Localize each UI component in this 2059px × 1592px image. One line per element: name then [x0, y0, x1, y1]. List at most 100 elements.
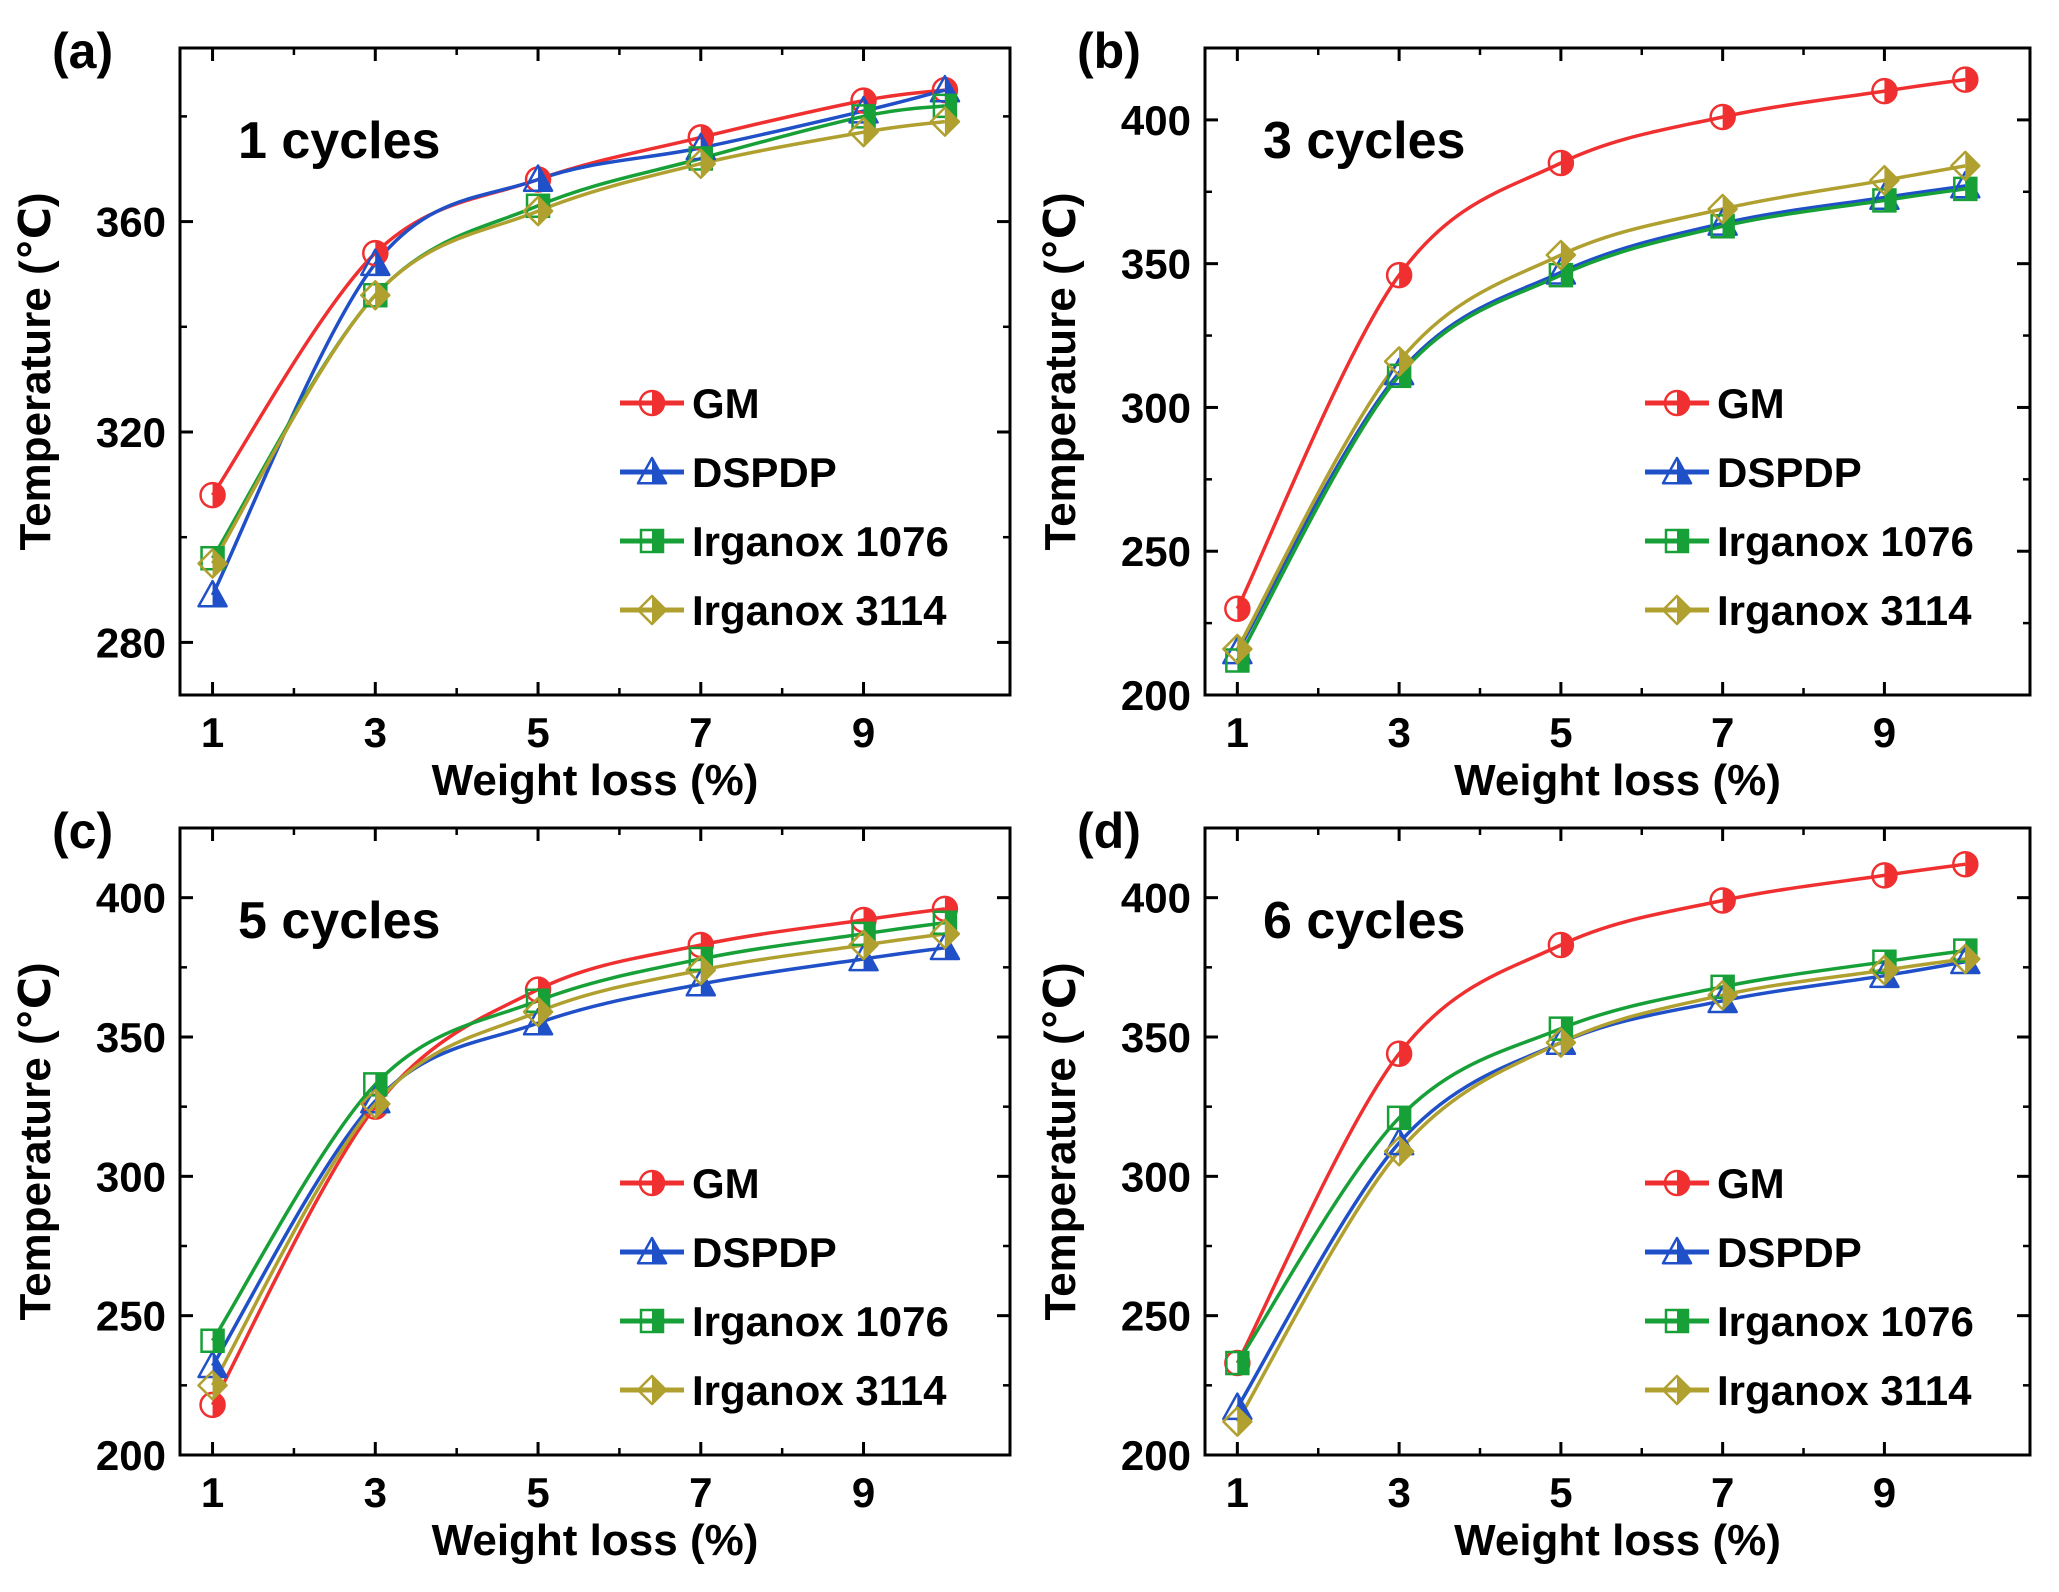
- data-point: [197, 579, 228, 608]
- axes-frame: [1203, 826, 2032, 1457]
- legend-label: DSPDP: [1717, 1229, 1862, 1276]
- data-point: [1709, 103, 1736, 131]
- legend-label: GM: [692, 1160, 760, 1207]
- x-axis-label: Weight loss (%): [1454, 1516, 1781, 1565]
- data-point: [685, 968, 717, 997]
- legend-label: Irganox 3114: [1717, 1367, 1972, 1414]
- data-point: [929, 106, 961, 137]
- y-tick-label: 320: [96, 409, 166, 456]
- data-point: [1709, 887, 1736, 914]
- legend-marker: [1664, 1308, 1690, 1334]
- legend-label: Irganox 3114: [692, 1367, 947, 1414]
- y-tick-label: 250: [1121, 1293, 1191, 1340]
- y-axis-label: Temperature (℃): [1036, 962, 1085, 1320]
- x-axis-label: Weight loss (%): [1454, 756, 1781, 805]
- x-tick-label: 7: [689, 1469, 712, 1516]
- data-point: [1224, 595, 1251, 622]
- data-point: [1222, 1406, 1253, 1437]
- legend-label: GM: [692, 380, 760, 427]
- data-point: [1871, 77, 1898, 105]
- data-point: [1385, 261, 1413, 289]
- data-point: [197, 1370, 228, 1401]
- y-tick-label: 350: [1121, 241, 1191, 288]
- data-point: [1222, 633, 1253, 665]
- y-tick-label: 300: [1121, 1153, 1191, 1200]
- data-point: [1547, 931, 1575, 959]
- x-tick-label: 7: [689, 709, 712, 756]
- chart-panel-a: (a) 1 3 5 7 9 280 320 360 Weight loss (%) Temperat…: [11, 23, 1012, 805]
- y-tick-label: 200: [96, 1432, 166, 1479]
- data-point: [1385, 1040, 1413, 1067]
- data-point: [929, 918, 961, 950]
- x-tick-label: 5: [526, 1469, 549, 1516]
- data-point: [1545, 239, 1577, 271]
- plot-title: 5 cycles: [238, 892, 440, 950]
- y-axis-label: Temperature (℃): [1036, 192, 1085, 550]
- series-line-irganox-3114: [211, 119, 946, 565]
- legend-label: DSPDP: [1717, 449, 1862, 496]
- legend-label: Irganox 3114: [1717, 587, 1972, 634]
- legend-marker: [636, 1374, 668, 1406]
- axes-frame: [178, 46, 1012, 697]
- legend-label: GM: [1717, 380, 1785, 427]
- data-point: [685, 954, 717, 986]
- x-tick-label: 7: [1711, 1469, 1734, 1516]
- data-point: [360, 248, 391, 277]
- data-point: [1383, 1136, 1415, 1167]
- data-point: [360, 279, 391, 311]
- legend-label: Irganox 1076: [1717, 518, 1974, 565]
- legend-label: Irganox 1076: [692, 1298, 949, 1345]
- legend-label: Irganox 1076: [1717, 1298, 1974, 1345]
- y-tick-label: 350: [1121, 1014, 1191, 1061]
- series-line-gm: [210, 907, 946, 1406]
- data-point: [1225, 1350, 1250, 1376]
- data-point: [522, 164, 554, 192]
- legend-label: DSPDP: [692, 449, 837, 496]
- data-point: [848, 929, 879, 961]
- x-axis-label: Weight loss (%): [432, 756, 759, 805]
- data-point: [522, 996, 554, 1028]
- y-axis-label: Temperature (℃): [11, 192, 60, 550]
- y-tick-label: 350: [96, 1014, 166, 1061]
- x-tick-label: 3: [364, 1469, 387, 1516]
- x-tick-label: 7: [1711, 709, 1734, 756]
- data-point: [360, 1088, 391, 1120]
- data-point: [199, 481, 226, 509]
- legend-marker: [1661, 1374, 1693, 1406]
- series-line-irganox-3114: [1235, 957, 1966, 1423]
- legend-marker: [639, 1308, 665, 1334]
- y-tick-label: 250: [1121, 528, 1191, 575]
- y-tick-label: 400: [96, 875, 166, 922]
- y-tick-label: 300: [1121, 384, 1191, 431]
- data-point: [685, 148, 717, 179]
- data-point: [1871, 862, 1898, 889]
- x-tick-label: 3: [1387, 1469, 1410, 1516]
- y-axis-label: Temperature (℃): [11, 962, 60, 1320]
- legend-label: Irganox 1076: [692, 518, 949, 565]
- axes-frame: [1203, 46, 2032, 697]
- data-point: [1707, 193, 1738, 225]
- x-tick-label: 9: [852, 1469, 875, 1516]
- x-tick-label: 5: [526, 709, 549, 756]
- data-point: [200, 1328, 225, 1353]
- data-point: [1950, 150, 1981, 182]
- legend-marker: [1661, 456, 1693, 485]
- series-line-dspdp: [1235, 184, 1966, 653]
- data-point: [1707, 979, 1738, 1011]
- x-tick-label: 5: [1549, 709, 1572, 756]
- data-point: [848, 116, 879, 148]
- legend-marker: [1664, 528, 1690, 554]
- data-point: [1950, 943, 1981, 975]
- data-point: [1952, 66, 1979, 93]
- y-tick-label: 400: [1121, 97, 1191, 144]
- legend-marker: [1661, 594, 1693, 626]
- legend-marker: [1663, 389, 1691, 417]
- legend-label: DSPDP: [692, 1229, 837, 1276]
- series-line-irganox-1076: [211, 920, 946, 1342]
- data-point: [197, 548, 228, 579]
- y-tick-label: 200: [1121, 672, 1191, 719]
- series-line-irganox-3114: [1235, 164, 1966, 650]
- chart-panel-d: (d) 1 3 5 7 9 200 250 300 350 400 Weight loss (%) Te…: [1036, 803, 2032, 1565]
- panel-label: (d): [1077, 803, 1141, 859]
